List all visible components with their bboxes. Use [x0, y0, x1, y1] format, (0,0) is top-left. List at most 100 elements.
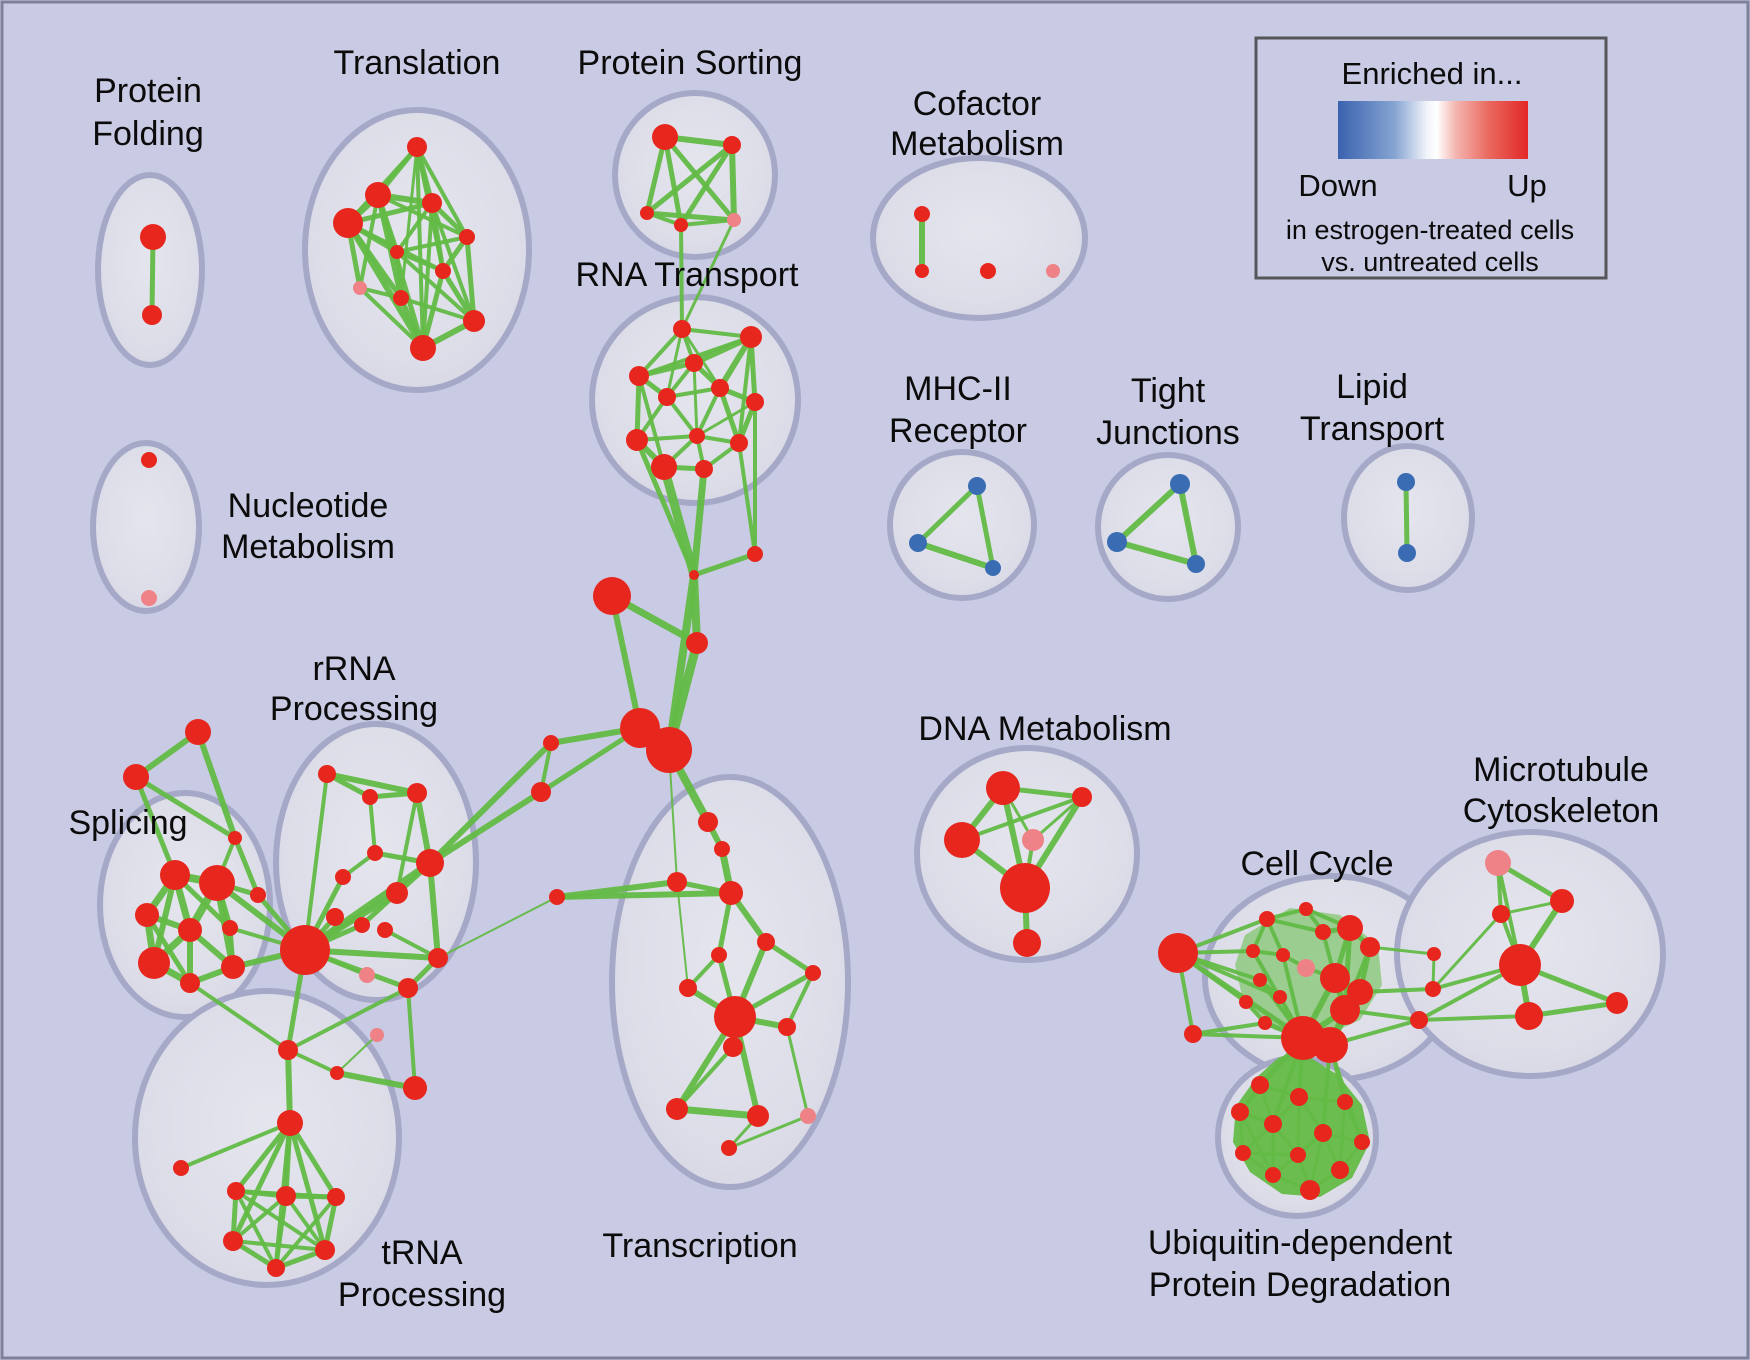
edge — [399, 145, 419, 300]
cluster-ellipse-transcription — [609, 774, 851, 1190]
edge — [737, 441, 757, 556]
node-red — [280, 925, 330, 975]
node-red — [646, 727, 692, 773]
edge — [286, 986, 410, 1052]
node-pink — [1046, 264, 1060, 278]
node-red — [593, 577, 631, 615]
cluster-label-nucleotide-metabolism: Metabolism — [221, 528, 395, 566]
node-blue — [909, 534, 927, 552]
node-red — [428, 948, 448, 968]
edge — [678, 142, 735, 228]
node-pink — [1485, 850, 1511, 876]
node-red — [180, 973, 200, 993]
node-red — [318, 765, 336, 783]
edge — [673, 1105, 762, 1120]
edge — [421, 201, 434, 350]
edge — [395, 235, 469, 254]
cluster-label-mhc-ii-receptor: Receptor — [889, 412, 1027, 450]
node-red — [666, 1098, 688, 1120]
node-red — [915, 264, 929, 278]
node-red — [278, 1040, 298, 1060]
node-red — [747, 546, 763, 562]
edge — [230, 1120, 293, 1244]
node-red — [362, 789, 378, 805]
node-red — [1072, 787, 1092, 807]
node-red — [746, 393, 764, 411]
edge — [785, 971, 815, 1029]
node-pink — [141, 590, 157, 606]
node-red — [1499, 944, 1541, 986]
cluster-label-rrna-processing: rRNA — [312, 650, 395, 688]
node-pink — [370, 1028, 384, 1042]
node-red — [679, 979, 697, 997]
edge — [691, 551, 758, 578]
legend-gradient-bar — [1338, 101, 1528, 159]
cluster-label-lipid-transport: Lipid — [1336, 368, 1408, 406]
cluster-label-microtubule-cytoskeleton: Cytoskeleton — [1463, 792, 1660, 830]
node-red — [199, 865, 235, 901]
node-red — [1246, 944, 1260, 958]
edge — [1177, 481, 1199, 567]
node-red — [416, 849, 444, 877]
edge — [287, 1120, 328, 1253]
edge — [609, 593, 643, 731]
edge — [395, 791, 419, 895]
node-red — [686, 632, 708, 654]
edge — [195, 729, 238, 841]
edge — [1241, 1151, 1300, 1157]
node-red — [1184, 1025, 1202, 1043]
edge — [644, 210, 737, 223]
node-red — [1013, 929, 1041, 957]
node-red — [1330, 995, 1360, 1025]
node-red — [1337, 915, 1363, 941]
edge — [358, 193, 380, 290]
node-red — [689, 428, 705, 444]
node-red — [1515, 1002, 1543, 1030]
node-red — [326, 908, 344, 926]
node-red — [1354, 1134, 1370, 1150]
edge — [345, 220, 426, 351]
edge — [324, 771, 420, 796]
node-red — [315, 1240, 335, 1260]
node-red — [986, 771, 1020, 805]
edge — [679, 218, 736, 227]
node-red — [223, 1231, 243, 1251]
node-red — [1231, 1103, 1249, 1121]
edge — [1403, 479, 1410, 556]
node-red — [1314, 1124, 1332, 1142]
edge — [287, 1120, 339, 1200]
cluster-label-protein-sorting: Protein Sorting — [578, 44, 803, 82]
cluster-label-transcription: Transcription — [602, 1227, 797, 1265]
edge — [1368, 945, 1436, 956]
node-red — [1290, 1088, 1308, 1106]
node-red — [435, 263, 451, 279]
edge — [368, 795, 377, 855]
edge — [763, 939, 816, 976]
edge — [395, 250, 445, 273]
node-red — [711, 947, 727, 963]
legend-note-line2: vs. untreated cells — [1321, 247, 1539, 277]
node-red — [1312, 1027, 1348, 1063]
node-red — [714, 996, 756, 1038]
edge — [960, 795, 1084, 842]
node-blue — [1398, 544, 1416, 562]
cluster-label-splicing: Splicing — [68, 804, 187, 842]
node-red — [1258, 1016, 1272, 1030]
cluster-label-mhc-ii-receptor: MHC-II — [904, 370, 1012, 408]
cluster-label-lipid-transport: Transport — [1300, 410, 1445, 448]
node-red — [140, 224, 166, 250]
node-red — [227, 1182, 245, 1200]
legend-down-label: Down — [1298, 168, 1377, 203]
edge — [737, 335, 753, 445]
cluster-ellipse-cofactor-metabolism — [870, 155, 1088, 321]
node-red — [390, 245, 404, 259]
edge — [644, 142, 735, 216]
node-red — [721, 1140, 737, 1156]
edge — [680, 327, 753, 339]
edge — [1265, 917, 1325, 934]
edge — [727, 1114, 810, 1150]
legend-note-line1: in estrogen-treated cells — [1286, 215, 1574, 245]
edge — [231, 1239, 327, 1252]
